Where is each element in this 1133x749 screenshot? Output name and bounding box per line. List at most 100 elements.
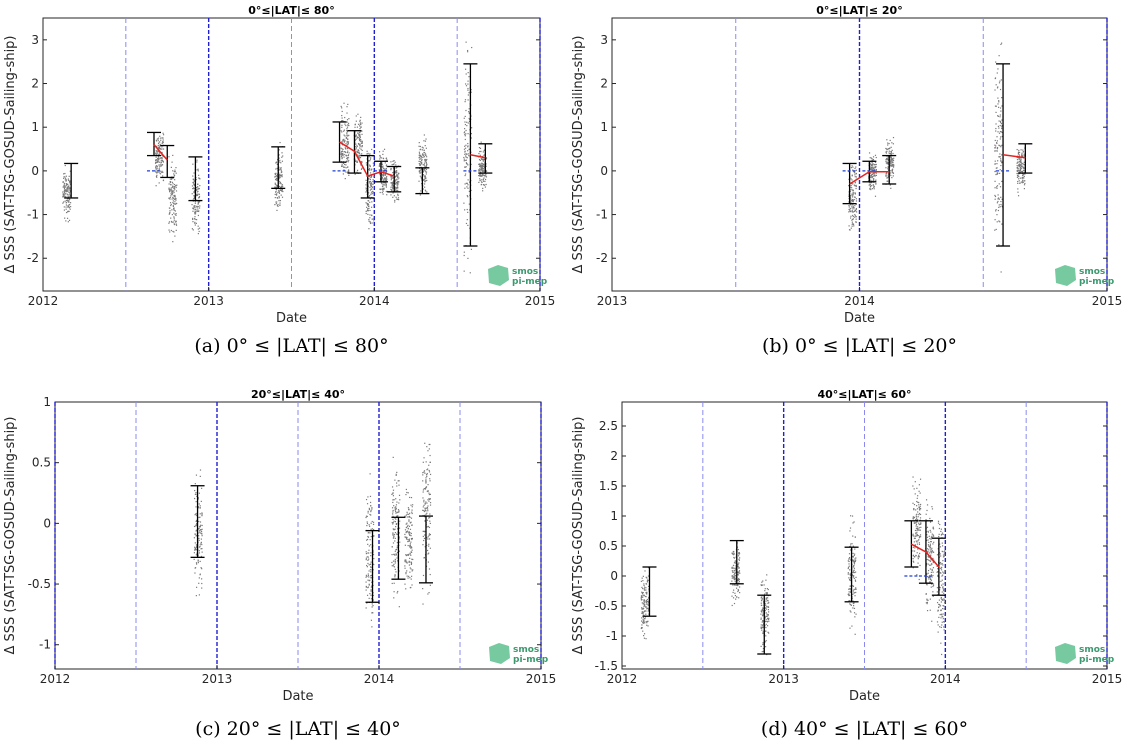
scatter-point: [196, 586, 198, 588]
scatter-point: [919, 523, 922, 525]
mean-line: [849, 171, 890, 185]
scatter-point: [930, 538, 932, 540]
x-tick-label: 2012: [40, 672, 71, 686]
scatter-point: [941, 624, 943, 626]
scatter-point: [763, 622, 765, 624]
scatter-point: [360, 168, 363, 170]
scatter-point: [425, 461, 427, 463]
scatter-point: [63, 209, 65, 211]
y-tick-label: -0.5: [595, 599, 618, 613]
scatter-point: [915, 517, 918, 519]
scatter-point: [392, 177, 394, 179]
scatter-point: [365, 553, 368, 555]
scatter-point: [197, 193, 199, 195]
scatter-point: [411, 570, 413, 572]
scatter-point: [646, 591, 648, 593]
scatter-point: [469, 119, 471, 121]
scatter-point: [391, 177, 393, 179]
scatter-point: [161, 137, 163, 139]
scatter-point: [886, 157, 888, 160]
scatter-point: [429, 520, 431, 522]
scatter-point: [422, 509, 424, 511]
scatter-point: [172, 241, 174, 243]
scatter-point: [467, 150, 469, 152]
scatter-point: [394, 161, 396, 163]
scatter-point: [396, 166, 398, 168]
scatter-point: [917, 511, 919, 513]
scatter-point: [871, 163, 873, 165]
scatter-point: [63, 189, 66, 191]
scatter-point: [409, 567, 411, 569]
scatter-point: [194, 547, 197, 550]
scatter-point: [847, 567, 849, 570]
scatter-point: [465, 109, 467, 112]
scatter-point: [927, 551, 929, 553]
scatter-point: [463, 128, 466, 130]
scatter-point: [648, 600, 650, 602]
scatter-point: [941, 591, 943, 593]
scatter-point: [63, 177, 65, 180]
scatter-point: [161, 158, 163, 160]
scatter-point: [424, 175, 426, 177]
scatter-point: [478, 152, 480, 155]
scatter-point: [422, 153, 424, 155]
scatter-point: [391, 183, 393, 185]
scatter-point: [424, 183, 426, 185]
scatter-point: [173, 209, 175, 211]
scatter-point: [929, 568, 931, 570]
scatter-point: [918, 490, 920, 492]
scatter-point: [408, 564, 411, 566]
scatter-point: [915, 540, 917, 542]
scatter-point: [886, 159, 888, 161]
scatter-point: [384, 184, 386, 186]
scatter-point: [392, 532, 394, 534]
scatter-point: [157, 159, 159, 161]
scatter-point: [640, 627, 642, 630]
scatter-point: [760, 618, 762, 620]
scatter-point: [928, 535, 930, 537]
scatter-point: [158, 145, 160, 147]
scatter-point: [366, 594, 369, 596]
scatter-point: [278, 185, 281, 188]
scatter-point: [913, 488, 915, 490]
scatter-point: [852, 552, 854, 555]
scatter-point: [916, 497, 918, 499]
scatter-point: [892, 171, 894, 174]
scatter-point: [168, 197, 170, 199]
scatter-point: [198, 177, 200, 180]
scatter-point: [367, 510, 369, 512]
scatter-point: [483, 184, 485, 186]
scatter-point: [368, 228, 370, 230]
scatter-point: [421, 183, 423, 185]
scatter-point: [64, 186, 66, 188]
scatter-point: [995, 210, 997, 212]
scatter-point: [645, 638, 647, 640]
scatter-point: [915, 527, 918, 529]
scatter-point: [355, 115, 357, 117]
y-tick-label: 0: [600, 164, 608, 178]
scatter-point: [941, 598, 943, 600]
scatter-point: [1000, 146, 1002, 148]
scatter-point: [159, 143, 161, 146]
scatter-point: [889, 160, 892, 162]
scatter-point: [765, 579, 767, 581]
scatter-point: [427, 593, 429, 595]
scatter-point: [198, 516, 200, 519]
scatter-point: [383, 182, 385, 184]
scatter-point: [193, 183, 196, 185]
scatter-point: [735, 567, 737, 569]
scatter-point: [1016, 158, 1019, 161]
scatter-point: [365, 515, 368, 517]
scatter-point: [419, 158, 421, 161]
scatter-point: [848, 591, 850, 593]
scatter-point: [738, 551, 740, 554]
scatter-point: [195, 546, 197, 549]
scatter-point: [919, 509, 921, 511]
error-bar: [478, 143, 493, 174]
scatter-point: [391, 164, 393, 166]
scatter-point: [162, 139, 164, 141]
scatter-point: [194, 542, 196, 544]
scatter-point: [1017, 195, 1020, 197]
scatter-point: [916, 552, 918, 554]
